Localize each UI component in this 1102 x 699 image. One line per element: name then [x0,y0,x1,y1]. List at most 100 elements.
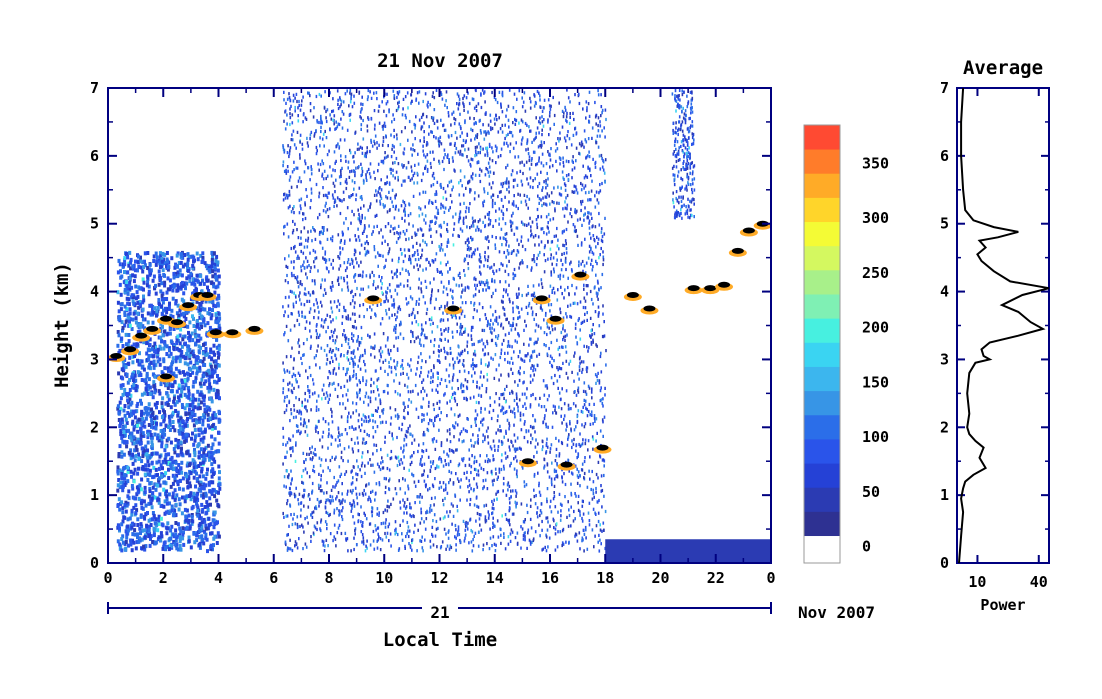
heatmap-cell [121,488,125,493]
heatmap-cell [466,417,468,421]
heatmap-cell [520,200,523,204]
heatmap-cell [191,314,194,319]
heatmap-cell [585,406,587,410]
heatmap-cell [285,408,288,412]
heatmap-cell [484,515,487,519]
heatmap-cell [200,502,204,507]
heatmap-cell [141,260,145,265]
heatmap-cell [431,130,433,134]
heatmap-cell [430,234,432,238]
heatmap-cell [158,454,162,459]
heatmap-cell [409,390,412,394]
heatmap-cell [393,96,396,100]
heatmap-cell [484,215,486,219]
heatmap-cell [140,528,144,533]
heatmap-cell [331,410,333,414]
heatmap-cell [199,516,203,521]
heatmap-cell [133,268,137,273]
heatmap-cell [480,131,482,135]
heatmap-cell [491,499,493,504]
heatmap-cell [596,378,599,383]
heatmap-cell [134,345,138,350]
heatmap-cell [446,401,448,405]
heatmap-cell [520,502,523,506]
heatmap-cell [466,498,468,502]
heatmap-cell [551,425,554,429]
heatmap-cell [580,144,583,148]
heatmap-cell [396,310,399,314]
heatmap-cell [474,371,476,375]
heatmap-cell [492,291,494,295]
heatmap-cell [432,260,435,264]
heatmap-cell [118,485,122,490]
heatmap-cell [584,422,587,426]
heatmap-cell [184,471,187,476]
heatmap-cell [373,245,376,249]
heatmap-cell [581,259,584,264]
heatmap-cell [504,280,507,284]
heatmap-cell [392,227,394,231]
heatmap-cell [169,339,173,344]
heatmap-cell [127,450,131,455]
heatmap-cell [502,306,504,310]
heatmap-cell [517,316,519,320]
heatmap-cell [567,173,570,177]
heatmap-cell [572,442,575,446]
heatmap-cell [479,339,481,343]
heatmap-cell [539,105,542,109]
heatmap-cell [599,120,601,124]
heatmap-cell [187,411,191,416]
heatmap-cell [207,354,211,359]
heatmap-cell [381,466,384,470]
heatmap-cell [379,192,381,196]
heatmap-cell [478,265,481,269]
heatmap-cell [139,302,142,307]
heatmap-cell [150,420,154,425]
heatmap-cell [163,297,167,301]
heatmap-cell [447,270,449,274]
heatmap-cell [373,170,375,174]
heatmap-cell [496,490,499,494]
heatmap-cell [200,400,203,405]
heatmap-cell [156,350,160,354]
heatmap-cell [195,501,198,506]
heatmap-cell [533,474,536,478]
heatmap-cell [344,92,347,96]
heatmap-cell [174,299,178,304]
heatmap-cell [519,315,521,319]
heatmap-cell [372,230,374,234]
heatmap-cell [510,224,513,228]
heatmap-cell [321,388,324,392]
heatmap-cell [355,198,357,202]
heatmap-cell [121,326,125,330]
heatmap-cell [554,373,556,378]
heatmap-cell [519,411,522,415]
heatmap-cell [522,171,524,176]
heatmap-cell [158,492,162,497]
heatmap-cell [143,263,147,268]
heatmap-cell [338,256,341,260]
heatmap-cell [199,390,203,395]
heatmap-cell [119,421,122,426]
heatmap-cell [582,538,584,542]
heatmap-cell [194,484,197,489]
heatmap-cell [121,534,125,539]
heatmap-cell [525,305,528,309]
heatmap-cell [139,259,143,264]
heatmap-cell [167,368,170,373]
heatmap-cell [300,197,303,201]
heatmap-cell [531,437,534,441]
heatmap-cell [213,290,217,295]
heatmap-cell [142,419,146,424]
heatmap-cell [418,90,421,94]
heatmap-cell [165,526,169,531]
heatmap-cell [130,437,134,442]
heatmap-cell [141,277,145,282]
heatmap-cell [156,347,160,352]
heatmap-cell [208,307,211,312]
heatmap-cell [213,534,217,539]
heatmap-cell [369,418,371,422]
heatmap-cell [524,538,526,542]
heatmap-cell [553,484,556,488]
heatmap-cell [365,173,367,177]
